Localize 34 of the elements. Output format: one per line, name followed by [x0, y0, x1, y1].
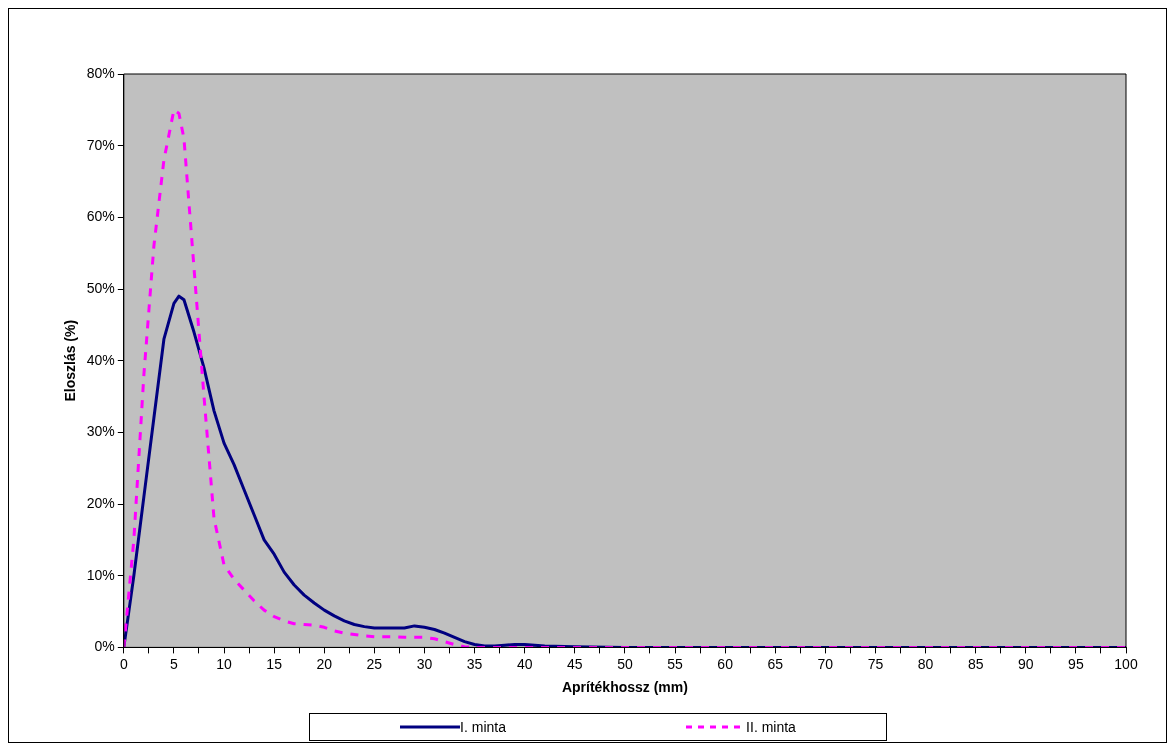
x-tick-label: 0 [119, 655, 128, 672]
legend-label: I. minta [460, 719, 506, 735]
y-tick-label: 40% [86, 351, 115, 368]
x-tick-label: 65 [767, 655, 784, 672]
y-tick-label: 70% [86, 136, 115, 153]
x-tick-label: 45 [567, 655, 583, 672]
x-tick-label: 75 [867, 655, 884, 672]
y-tick-label: 0% [94, 638, 115, 655]
x-tick-label: 100 [1114, 655, 1138, 672]
x-tick-label: 70 [817, 655, 834, 672]
x-tick-label: 85 [967, 655, 984, 672]
y-tick-label: 30% [86, 423, 115, 440]
x-tick-label: 10 [216, 655, 233, 672]
y-tick-label: 20% [86, 494, 115, 511]
x-tick-label: 25 [366, 655, 383, 672]
x-tick-label: 60 [717, 655, 734, 672]
y-tick-label: 10% [86, 566, 115, 583]
x-tick-label: 30 [416, 655, 433, 672]
legend-label: II. minta [746, 719, 796, 735]
x-axis-title: Aprítékhossz (mm) [561, 679, 688, 696]
y-tick-label: 60% [86, 208, 115, 225]
x-tick-label: 80 [917, 655, 934, 672]
x-tick-label: 15 [266, 655, 283, 672]
x-tick-label: 40 [516, 655, 533, 672]
x-tick-label: 95 [1068, 655, 1084, 672]
y-tick-label: 80% [86, 64, 115, 81]
x-tick-label: 5 [170, 655, 179, 672]
x-tick-label: 50 [617, 655, 633, 672]
x-tick-label: 90 [1017, 655, 1034, 672]
x-tick-label: 55 [667, 655, 684, 672]
x-tick-label: 35 [466, 655, 483, 672]
y-tick-label: 50% [86, 279, 115, 296]
y-axis-title: Eloszlás (%) [62, 319, 79, 402]
x-tick-label: 20 [316, 655, 333, 672]
